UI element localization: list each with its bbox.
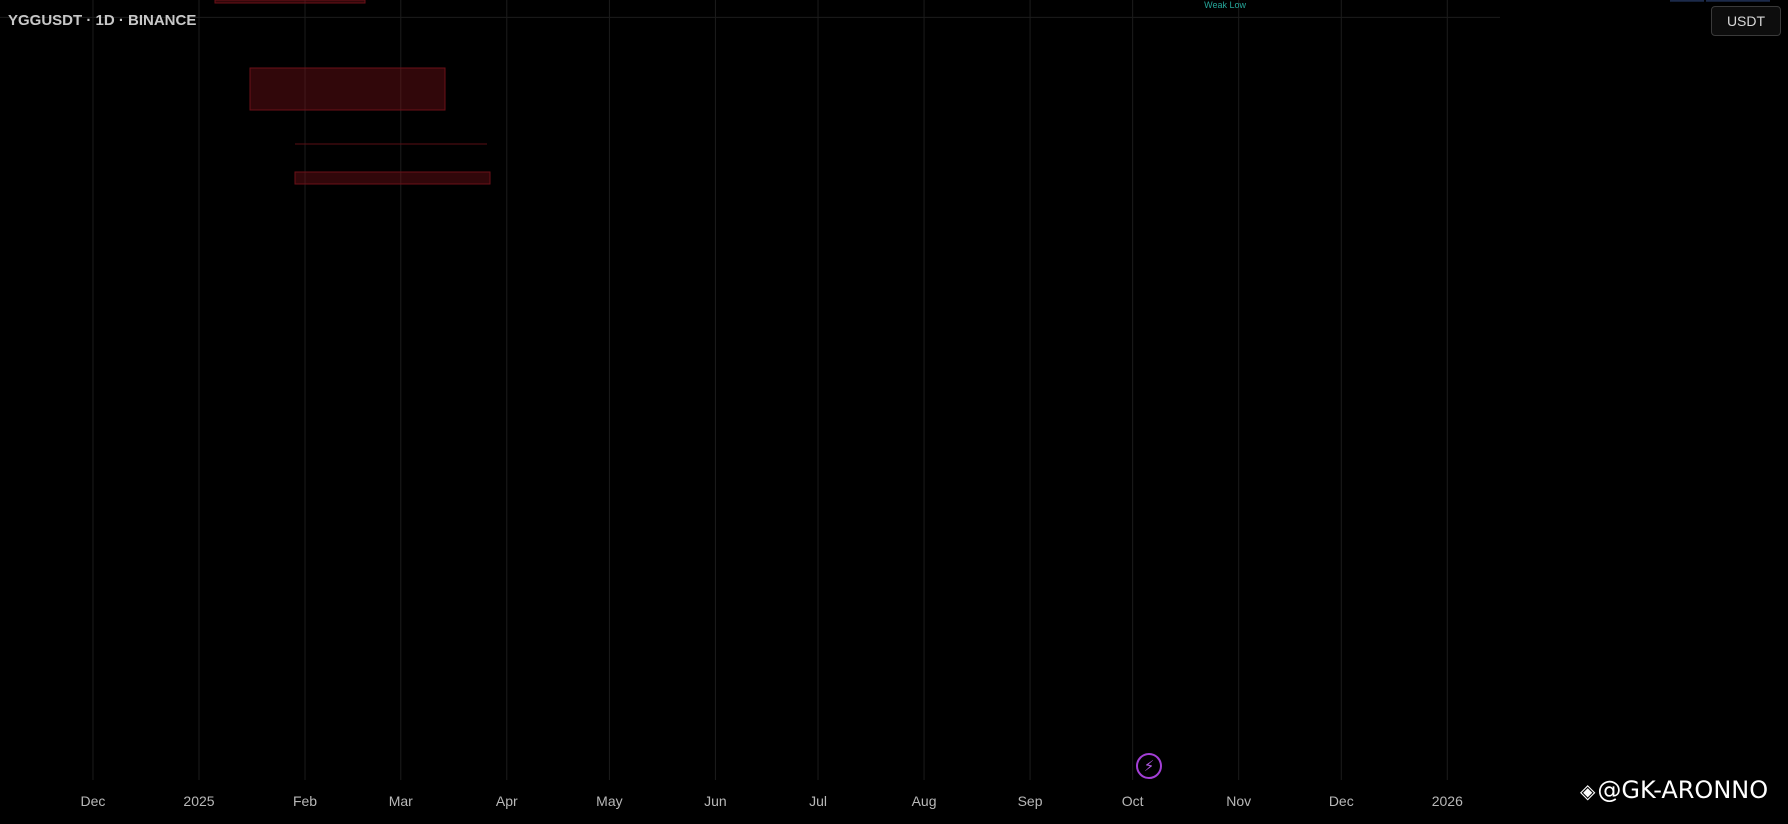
x-tick-label: Nov (1226, 793, 1251, 809)
supply-zone (294, 171, 491, 185)
watermark-text: @GK-ARONNO (1597, 776, 1769, 804)
x-tick-label: 2026 (1432, 793, 1463, 809)
currency-button[interactable]: USDT (1711, 6, 1781, 36)
x-tick-label: May (596, 793, 622, 809)
x-tick-label: Oct (1122, 793, 1144, 809)
x-tick-label: Sep (1018, 793, 1043, 809)
flash-icon[interactable]: ⚡ (1136, 753, 1162, 779)
x-tick-label: Aug (912, 793, 937, 809)
low-tag-box (1670, 0, 1704, 2)
x-tick-label: Dec (1329, 793, 1354, 809)
x-tick-label: Apr (496, 793, 518, 809)
low-value-box (1706, 0, 1770, 2)
watermark: ◈@GK-ARONNO (1580, 776, 1768, 804)
x-tick-label: Dec (81, 793, 106, 809)
supply-zone (214, 0, 366, 4)
chart-title: YGGUSDT · 1D · BINANCE (8, 12, 197, 29)
supply-zone (249, 67, 446, 111)
binance-diamond-icon: ◈ (1580, 779, 1596, 803)
x-tick-label: Jun (704, 793, 727, 809)
weak-low-label: Weak Low (1204, 0, 1246, 10)
x-tick-label: Mar (389, 793, 413, 809)
x-tick-label: Feb (293, 793, 317, 809)
x-tick-label: 2025 (183, 793, 214, 809)
x-tick-label: Jul (809, 793, 827, 809)
